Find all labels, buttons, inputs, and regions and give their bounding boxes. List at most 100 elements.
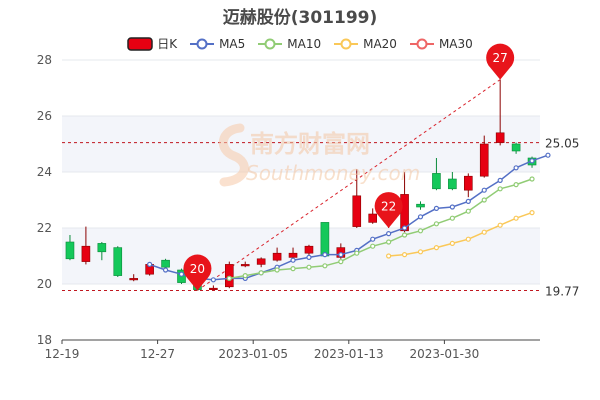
chart-title: 迈赫股份(301199) bbox=[222, 8, 378, 28]
x-tick-label: 2023-01-05 bbox=[218, 347, 288, 361]
x-tick-label: 12-27 bbox=[140, 347, 175, 361]
candle bbox=[495, 79, 505, 146]
series-point-ma10 bbox=[513, 182, 519, 188]
candle-body bbox=[320, 222, 330, 257]
x-tick-label: 2023-01-30 bbox=[410, 347, 480, 361]
x-tick-label: 2023-01-13 bbox=[314, 347, 384, 361]
series-point-ma5 bbox=[370, 236, 376, 242]
series-line-ma20 bbox=[388, 211, 533, 257]
price-marker-pin bbox=[183, 254, 212, 291]
series-point-ma5 bbox=[210, 277, 216, 283]
series-point-ma20 bbox=[449, 240, 455, 246]
candle bbox=[352, 169, 362, 228]
legend-label: MA30 bbox=[438, 36, 473, 51]
price-marker-label: 22 bbox=[381, 200, 396, 214]
y-tick-label: 20 bbox=[37, 277, 52, 291]
reference-line-label: 25.05 bbox=[545, 137, 579, 151]
series-point-ma5 bbox=[449, 204, 455, 210]
legend-item-ma20[interactable]: MA20 bbox=[333, 35, 397, 52]
candle bbox=[129, 274, 138, 282]
legend-item-ma30[interactable]: MA30 bbox=[409, 35, 473, 52]
candle bbox=[304, 244, 314, 256]
legend-label: 日K bbox=[157, 37, 178, 51]
y-tick-label: 26 bbox=[37, 109, 52, 123]
price-marker-pin bbox=[374, 192, 403, 228]
grid-band bbox=[62, 60, 540, 116]
series-point-ma5 bbox=[386, 231, 392, 237]
series-point-ma10 bbox=[226, 275, 232, 281]
candle-body bbox=[352, 195, 362, 227]
series-point-ma20 bbox=[417, 249, 424, 255]
candle-body bbox=[479, 143, 489, 177]
legend-item-ma5[interactable]: MA5 bbox=[189, 35, 245, 52]
series-point-ma10 bbox=[465, 208, 471, 214]
candle-body bbox=[65, 241, 75, 260]
legend-item-ma10[interactable]: MA10 bbox=[257, 35, 321, 52]
series-point-ma10 bbox=[242, 273, 248, 279]
series-line-ma10 bbox=[229, 178, 533, 280]
series-point-ma5 bbox=[322, 252, 328, 258]
x-tick-label: 12-19 bbox=[45, 347, 80, 361]
series-point-ma20 bbox=[465, 236, 471, 242]
series-point-ma10 bbox=[386, 239, 392, 245]
candle bbox=[113, 246, 123, 277]
grid-band bbox=[62, 116, 540, 172]
series-point-ma20 bbox=[433, 245, 440, 251]
series-point-ma10 bbox=[497, 186, 503, 192]
candle-body bbox=[129, 278, 138, 281]
legend-swatch-icon bbox=[127, 36, 153, 51]
candle-body bbox=[97, 243, 107, 253]
series-point-ma20 bbox=[386, 253, 392, 259]
legend-item--kdaily-k[interactable]: 日K bbox=[127, 35, 177, 52]
candle bbox=[416, 201, 425, 210]
series-point-ma5 bbox=[417, 214, 424, 220]
y-tick-label: 28 bbox=[37, 53, 52, 67]
series-point-ma5 bbox=[147, 261, 153, 267]
series-point-ma5 bbox=[513, 165, 519, 171]
candle-body bbox=[463, 175, 473, 191]
candle-body bbox=[368, 213, 378, 223]
series-point-ma10 bbox=[322, 263, 328, 269]
candle bbox=[256, 257, 266, 268]
series-point-ma20 bbox=[513, 215, 519, 221]
candle bbox=[209, 285, 218, 291]
series-point-ma10 bbox=[449, 215, 455, 221]
series-point-ma5 bbox=[162, 267, 169, 273]
series-point-ma10 bbox=[354, 250, 360, 256]
candle-body bbox=[81, 245, 91, 262]
series-point-ma10 bbox=[370, 243, 376, 249]
series-point-ma5 bbox=[178, 271, 185, 277]
candle bbox=[65, 235, 75, 261]
series-point-ma10 bbox=[433, 221, 440, 227]
series-point-ma5 bbox=[433, 205, 440, 211]
candle bbox=[240, 261, 250, 268]
series-point-ma10 bbox=[417, 228, 424, 234]
candle-body bbox=[256, 258, 266, 265]
series-point-ma5 bbox=[401, 225, 408, 231]
legend-swatch-icon bbox=[258, 38, 283, 49]
series-point-ma10 bbox=[306, 264, 312, 270]
candle-body bbox=[511, 143, 521, 152]
candle-body bbox=[161, 259, 170, 268]
series-point-ma20 bbox=[401, 252, 408, 258]
candle bbox=[320, 222, 330, 257]
grid-band bbox=[62, 284, 540, 340]
candle-body bbox=[416, 203, 425, 208]
candle bbox=[368, 208, 378, 224]
y-tick-label: 24 bbox=[37, 165, 52, 179]
candle-body bbox=[209, 287, 218, 291]
candle bbox=[463, 173, 473, 198]
legend-label: MA10 bbox=[287, 36, 322, 51]
candle bbox=[225, 261, 234, 289]
series-point-ma10 bbox=[274, 267, 280, 273]
y-tick-label: 22 bbox=[37, 221, 52, 235]
series-point-ma5 bbox=[497, 177, 503, 183]
legend-swatch-icon bbox=[334, 38, 359, 49]
series-point-ma10 bbox=[338, 259, 344, 265]
series-point-ma5 bbox=[306, 254, 312, 260]
series-point-ma20 bbox=[481, 229, 487, 235]
candle bbox=[479, 135, 489, 178]
price-marker-label: 20 bbox=[190, 262, 205, 276]
candle-body bbox=[432, 173, 441, 190]
